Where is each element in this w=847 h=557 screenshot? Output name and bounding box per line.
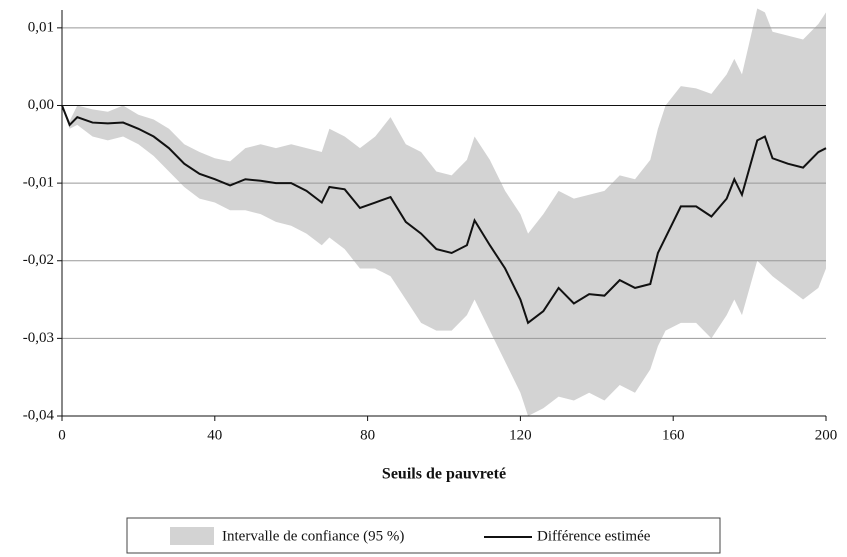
x-tick-label: 200 <box>815 427 838 443</box>
x-tick-label: 0 <box>58 427 66 443</box>
data-line <box>61 105 827 325</box>
x-tick-label: 160 <box>662 427 685 443</box>
legend <box>126 517 721 554</box>
y-tick-label: -0,03 <box>23 330 54 346</box>
confidence-band <box>62 8 826 417</box>
y-tick-label: -0,02 <box>23 252 54 268</box>
x-tick-label: 80 <box>360 427 375 443</box>
legend-label: Intervalle de confiance (95 %) <box>222 528 404 544</box>
y-tick-label: 0,00 <box>28 97 54 113</box>
y-tick-label: 0,01 <box>28 19 54 35</box>
y-tick-label: -0,04 <box>23 407 55 423</box>
y-tick-label: -0,01 <box>23 175 54 191</box>
x-tick-label: 40 <box>207 427 222 443</box>
legend-swatch <box>170 527 214 545</box>
x-axis-label: Seuils de pauvreté <box>382 466 506 483</box>
legend-label: Différence estimée <box>537 528 651 544</box>
x-tick-label: 120 <box>509 427 532 443</box>
